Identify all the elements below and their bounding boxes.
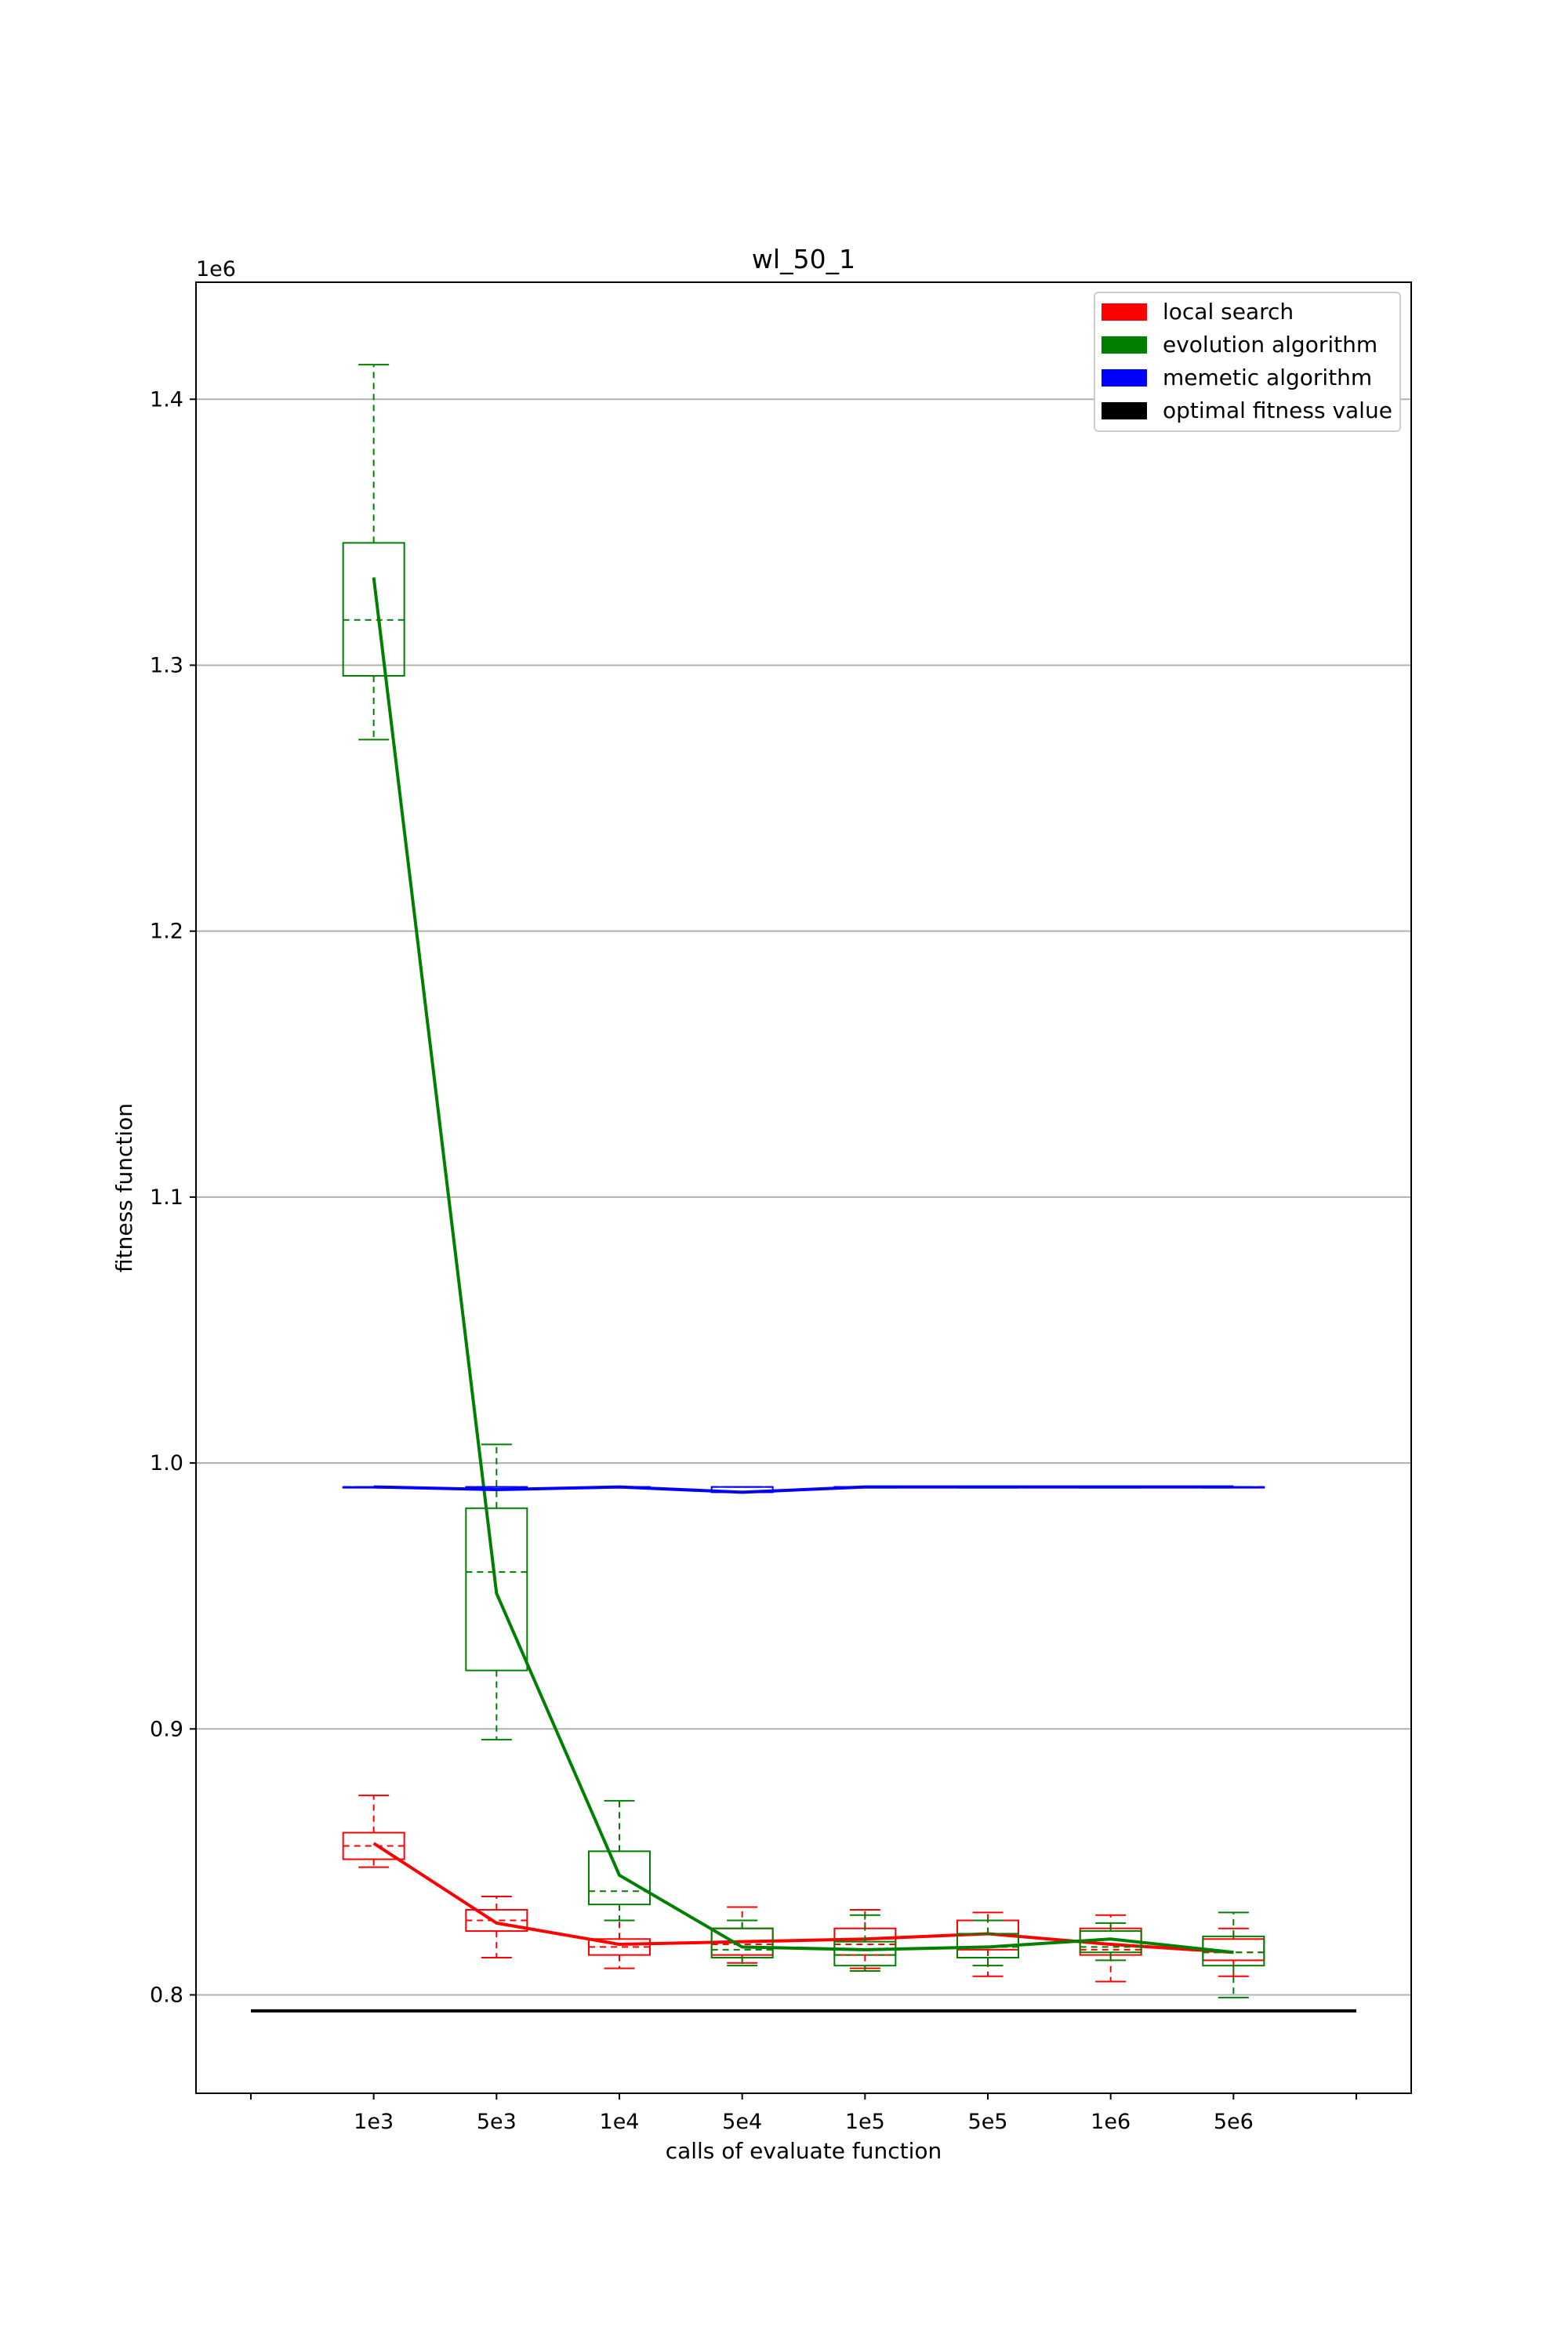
- y-offset-label: 1e6: [196, 257, 236, 281]
- series-evolution-algorithm: [342, 364, 1265, 1998]
- box-body: [710, 1927, 774, 1959]
- legend-swatch-optimal-fitness-value: [1102, 402, 1147, 419]
- grid: [196, 398, 1411, 1996]
- box-body: [1202, 1935, 1265, 1967]
- y-tick-label: 1.1: [150, 1185, 183, 1210]
- box-body: [588, 1850, 651, 1906]
- y-tick-label: 1.2: [150, 920, 183, 944]
- x-tick-label: 5e4: [722, 2110, 762, 2134]
- x-axis-title: calls of evaluate function: [666, 2138, 942, 2164]
- box-evolution-algorithm: [342, 364, 405, 741]
- y-tick-label: 0.9: [150, 1717, 183, 1741]
- plot-area: [196, 282, 1411, 2093]
- chart-title: wl_50_1: [752, 244, 855, 274]
- plot-frame: [195, 281, 1412, 2094]
- box-body: [465, 1507, 528, 1671]
- mean-line-memetic-algorithm: [373, 1485, 1234, 1494]
- box-evolution-algorithm: [710, 1919, 774, 1967]
- x-tick-label: 1e6: [1091, 2110, 1131, 2134]
- y-tick-label: 0.8: [150, 1983, 183, 2007]
- mean-line-local-search: [372, 1842, 1234, 1955]
- y-tick-label: 1.3: [150, 653, 183, 677]
- x-tick-label: 1e5: [845, 2110, 885, 2134]
- y-tick-label: 1.4: [150, 387, 183, 412]
- legend-label-optimal-fitness-value: optimal fitness value: [1163, 397, 1392, 423]
- x-tick-label: 1e4: [600, 2110, 640, 2134]
- mean-line-evolution-algorithm: [372, 577, 1234, 1955]
- box-body: [342, 542, 405, 677]
- legend-swatch-local-search: [1102, 303, 1147, 321]
- box-evolution-algorithm: [588, 1799, 651, 1922]
- box-evolution-algorithm: [1202, 1911, 1265, 1998]
- x-tick-label: 5e6: [1214, 2110, 1254, 2134]
- legend: local search evolution algorithm memetic…: [1094, 292, 1401, 432]
- legend-label-memetic-algorithm: memetic algorithm: [1163, 365, 1372, 390]
- series-memetic-algorithm: [342, 1485, 1265, 1494]
- box-local-search: [342, 1795, 405, 1868]
- x-tick-label: 5e5: [968, 2110, 1008, 2134]
- legend-label-local-search: local search: [1163, 299, 1294, 325]
- box-body: [833, 1940, 897, 1967]
- legend-swatch-evolution-algorithm: [1102, 336, 1147, 354]
- y-tick-label: 1.0: [150, 1451, 183, 1475]
- box-local-search: [465, 1895, 528, 1959]
- box-evolution-algorithm: [833, 1914, 897, 1972]
- legend-label-evolution-algorithm: evolution algorithm: [1163, 332, 1377, 358]
- legend-swatch-memetic-algorithm: [1102, 369, 1147, 387]
- series-layer: [251, 364, 1356, 2013]
- x-tick-label: 5e3: [477, 2110, 517, 2134]
- legend-frame: [1094, 292, 1401, 432]
- box-evolution-algorithm: [465, 1443, 528, 1740]
- ticks: 0.8 0.9 1.0 1.1 1.2 1.3 1.4 1e3 5e3 1e4 5e4 1e5 5e5 1…: [150, 387, 1357, 2134]
- x-tick-label: 1e3: [354, 2110, 394, 2134]
- y-axis-title: fitness function: [111, 1103, 137, 1272]
